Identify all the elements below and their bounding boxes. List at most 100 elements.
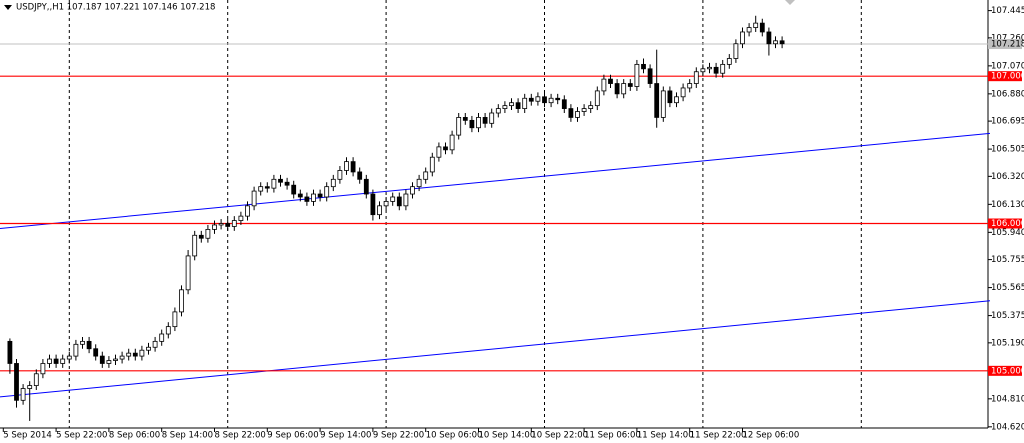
- candle-body: [245, 205, 250, 217]
- candle-body: [86, 340, 92, 350]
- x-tick-label: 12 Sep 06:00: [743, 431, 800, 441]
- candle-body: [575, 111, 580, 118]
- candle-body: [7, 340, 13, 364]
- candle-body: [403, 193, 409, 207]
- candle-body: [106, 360, 112, 364]
- candle-body: [680, 87, 686, 98]
- x-tick-label: 8 Sep 22:00: [215, 431, 266, 441]
- candle-body: [495, 108, 501, 114]
- x-tick-label: 9 Sep 14:00: [320, 431, 371, 441]
- candle-body: [291, 184, 297, 195]
- candle-body: [601, 78, 607, 92]
- candle-body: [476, 117, 481, 129]
- y-tick-label: 106.695: [991, 117, 1024, 127]
- y-tick-label: 105.755: [991, 255, 1024, 265]
- candle-body: [330, 178, 336, 188]
- y-tick-label: 104.810: [991, 394, 1024, 404]
- candle-body: [581, 108, 587, 112]
- y-tick-label: 106.505: [991, 145, 1024, 155]
- candle-body: [212, 224, 217, 230]
- x-tick-label: 10 Sep 22:00: [531, 431, 588, 441]
- candle-body: [357, 171, 363, 180]
- x-tick-label: 11 Sep 14:00: [637, 431, 694, 441]
- candle-body: [60, 358, 66, 364]
- trendline: [0, 300, 991, 398]
- candle-body: [27, 385, 33, 389]
- candle-body: [20, 388, 26, 401]
- candle-body: [759, 22, 765, 33]
- candle-body: [179, 289, 184, 313]
- candle-body: [324, 186, 330, 198]
- candle-body: [647, 68, 653, 84]
- candle-body: [667, 90, 673, 104]
- x-tick-label: 10 Sep 06:00: [426, 431, 483, 441]
- candle-body: [198, 234, 204, 239]
- candle-body: [258, 186, 264, 192]
- candle-body: [337, 170, 343, 180]
- candle-body: [47, 358, 52, 364]
- level-line-label: 107.000: [991, 72, 1024, 82]
- candle-body: [278, 178, 283, 183]
- x-tick-label: 8 Sep 06:00: [109, 431, 160, 441]
- candle-body: [443, 146, 448, 151]
- candle-body: [146, 346, 151, 351]
- y-tick-label: 106.880: [991, 89, 1024, 99]
- candle-body: [40, 363, 46, 375]
- candle-body: [627, 83, 633, 87]
- candle-body: [779, 40, 785, 45]
- y-tick-label: 107.260: [991, 33, 1024, 43]
- candle-body: [634, 63, 640, 87]
- candle-body: [436, 146, 442, 158]
- candle-body: [746, 27, 752, 33]
- candle-body: [594, 90, 600, 107]
- candle-body: [548, 97, 554, 104]
- candle-body: [396, 196, 402, 207]
- candle-body: [641, 63, 646, 70]
- candle-body: [608, 78, 613, 84]
- candle-body: [561, 99, 567, 109]
- candle-body: [674, 96, 679, 104]
- candle-body: [377, 205, 382, 216]
- candle-body: [509, 102, 514, 107]
- candle-body: [33, 373, 39, 386]
- candle-body: [363, 178, 369, 195]
- candle-body: [238, 215, 244, 221]
- level-line-tag: [988, 218, 1022, 229]
- candle-body: [469, 119, 475, 129]
- candle-body: [297, 193, 303, 198]
- candle-body: [766, 31, 772, 45]
- candle-body: [350, 161, 356, 173]
- candle-body: [707, 66, 712, 70]
- candle-body: [449, 134, 455, 151]
- candle-body: [720, 63, 726, 74]
- price-line-tag: [988, 39, 1022, 50]
- candle-body: [535, 96, 541, 102]
- candle-body: [660, 90, 666, 118]
- candle-body: [192, 234, 198, 257]
- candle-body: [172, 311, 178, 328]
- candle-body: [284, 181, 290, 186]
- y-tick-label: 106.320: [991, 172, 1024, 182]
- x-tick-label: 11 Sep 06:00: [584, 431, 641, 441]
- price-line-label: 107.218: [991, 40, 1024, 50]
- candle-body: [311, 193, 316, 202]
- candle-body: [528, 97, 534, 102]
- x-tick-label: 5 Sep 22:00: [56, 431, 107, 441]
- candle-body: [185, 255, 191, 291]
- candle-body: [773, 40, 778, 45]
- candle-body: [502, 105, 508, 109]
- candle-body: [515, 102, 521, 109]
- candle-body: [542, 96, 547, 104]
- candle-body: [126, 352, 132, 357]
- level-line-tag: [988, 71, 1022, 82]
- candle-body: [317, 193, 323, 198]
- candle-body: [614, 83, 620, 95]
- menu-triangle: [4, 5, 12, 10]
- y-tick-label: 105.940: [991, 228, 1024, 238]
- candle-body: [423, 171, 429, 180]
- candle-body: [251, 190, 257, 207]
- candle-body: [654, 83, 660, 118]
- x-tick-label: 9 Sep 06:00: [267, 431, 318, 441]
- candle-body: [205, 228, 211, 239]
